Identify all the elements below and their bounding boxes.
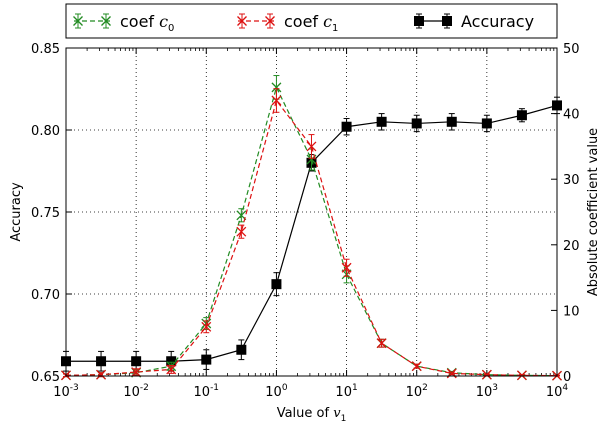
data-point xyxy=(131,356,142,367)
legend-label: coef c0 xyxy=(120,12,174,34)
data-point xyxy=(131,367,142,378)
y-left-tick-label: 0.80 xyxy=(31,124,60,139)
x-tick-label: 101 xyxy=(335,383,357,400)
data-point xyxy=(271,82,282,93)
data-point xyxy=(376,338,387,349)
y-right-tick-label: 20 xyxy=(563,239,580,254)
data-point xyxy=(96,369,107,380)
y-left-tick-label: 0.70 xyxy=(31,288,60,303)
y-left-axis-label: Accuracy xyxy=(9,182,24,242)
data-point xyxy=(201,354,212,365)
data-point xyxy=(306,141,317,152)
data-point xyxy=(516,110,527,121)
plot-frame xyxy=(65,47,558,377)
x-tick-label: 103 xyxy=(476,383,498,400)
legend-label: Accuracy xyxy=(461,12,534,31)
y-right-tick-label: 30 xyxy=(563,173,580,188)
x-tick-label: 100 xyxy=(265,383,288,400)
data-point xyxy=(481,369,492,380)
data-point xyxy=(201,321,212,332)
data-point xyxy=(166,364,177,375)
y-right-tick-label: 0 xyxy=(563,370,571,385)
y-left-tick-label: 0.85 xyxy=(31,42,60,57)
data-point xyxy=(446,116,457,127)
legend-box xyxy=(65,3,558,39)
data-point xyxy=(376,116,387,127)
x-axis-label: Value of v1 xyxy=(277,406,347,424)
data-point xyxy=(442,16,452,26)
y-left-tick-label: 0.75 xyxy=(31,206,60,221)
x-tick-label: 10-3 xyxy=(53,383,79,400)
data-point xyxy=(271,95,282,106)
series-coef-c1 xyxy=(61,88,562,381)
data-point xyxy=(341,262,352,273)
legend-entry: coef c1 xyxy=(237,12,338,34)
legend: coef c0 coef c1 Accuracy xyxy=(65,3,558,39)
data-point xyxy=(101,16,111,26)
y-right-axis-label: Absolute coefficient value xyxy=(586,128,601,296)
data-point xyxy=(265,16,275,26)
grid xyxy=(66,48,557,376)
series-line xyxy=(65,99,558,377)
series-line xyxy=(65,85,558,377)
x-tick-label: 10-2 xyxy=(123,383,149,400)
data-point xyxy=(411,118,422,129)
data-point xyxy=(481,118,492,129)
data-point xyxy=(96,356,107,367)
series-accuracy xyxy=(61,96,562,372)
data-point xyxy=(236,226,247,237)
y-left-tick-label: 0.65 xyxy=(31,370,60,385)
data-point xyxy=(414,16,424,26)
y-right-tick-label: 40 xyxy=(563,108,580,123)
data-point xyxy=(237,16,247,26)
ticks xyxy=(65,47,558,377)
data-point xyxy=(73,16,83,26)
legend-label: coef c1 xyxy=(284,12,338,34)
x-tick-label: 10-1 xyxy=(194,383,220,400)
data-point xyxy=(341,121,352,132)
legend-entry: Accuracy xyxy=(414,12,534,31)
legend-entry: coef c0 xyxy=(73,12,174,34)
y-right-tick-label: 50 xyxy=(563,42,580,57)
data-point xyxy=(516,370,527,381)
data-point xyxy=(166,356,177,367)
y-right-tick-label: 10 xyxy=(563,304,580,319)
data-point xyxy=(271,279,282,290)
data-point xyxy=(411,361,422,372)
data-point xyxy=(236,344,247,355)
x-tick-label: 104 xyxy=(546,383,569,400)
x-tick-label: 102 xyxy=(406,383,428,400)
